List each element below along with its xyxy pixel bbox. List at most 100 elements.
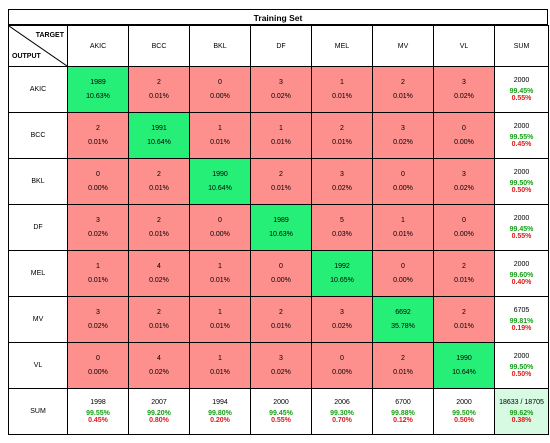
- off-diagonal-cell: 1 0.01%: [372, 204, 434, 251]
- column-sum-cell: 1994 99.80% 0.20%: [189, 388, 251, 435]
- off-diagonal-cell: 4 0.02%: [128, 342, 190, 389]
- sum-column-header: SUM: [494, 25, 549, 67]
- off-diagonal-cell: 2 0.01%: [311, 112, 373, 159]
- cell-percent: 0.01%: [393, 369, 413, 376]
- cell-percent: 0.00%: [454, 139, 474, 146]
- off-diagonal-cell: 2 0.01%: [250, 296, 312, 343]
- diagonal-cell: 1990 10.64%: [189, 158, 251, 205]
- off-diagonal-cell: 0 0.00%: [372, 158, 434, 205]
- row-sum-cell: 2000 99.60% 0.40%: [494, 250, 549, 297]
- cell-percent: 10.64%: [208, 185, 232, 192]
- row-header: MEL: [8, 250, 68, 297]
- row-sum-error: 0.19%: [511, 325, 532, 332]
- row-sum-cell: 6705 99.81% 0.19%: [494, 296, 549, 343]
- cell-count: 0: [218, 217, 222, 224]
- row-sum-error: 0.55%: [511, 233, 532, 240]
- off-diagonal-cell: 0 0.00%: [67, 342, 129, 389]
- cell-count: 0: [218, 79, 222, 86]
- off-diagonal-cell: 1 0.01%: [189, 250, 251, 297]
- off-diagonal-cell: 0 0.00%: [311, 342, 373, 389]
- cell-percent: 0.00%: [210, 231, 230, 238]
- off-diagonal-cell: 1 0.01%: [189, 296, 251, 343]
- column-sum-cell: 2007 99.20% 0.80%: [128, 388, 190, 435]
- cell-count: 0: [401, 263, 405, 270]
- column-sum-correct: 99.88%: [391, 410, 415, 417]
- row-header: MV: [8, 296, 68, 343]
- cell-count: 2: [340, 125, 344, 132]
- cell-percent: 0.00%: [332, 369, 352, 376]
- off-diagonal-cell: 2 0.01%: [433, 250, 495, 297]
- diagonal-cell: 1990 10.64%: [433, 342, 495, 389]
- row-sum-error: 0.50%: [511, 187, 532, 194]
- cell-count: 2: [157, 79, 161, 86]
- cell-percent: 0.02%: [271, 369, 291, 376]
- row-sum-correct: 99.45%: [509, 226, 534, 233]
- matrix-row: DF 3 0.02% 2 0.01% 0 0.00% 1989 10.63% 5 0.03% 1 0.0…: [8, 204, 549, 251]
- cell-percent: 0.01%: [271, 139, 291, 146]
- off-diagonal-cell: 2 0.01%: [128, 296, 190, 343]
- off-diagonal-cell: 0 0.00%: [250, 250, 312, 297]
- column-sum-cell: 2000 99.45% 0.55%: [250, 388, 312, 435]
- row-sum-correct: 99.55%: [509, 134, 534, 141]
- row-sum-cell: 2000 99.55% 0.45%: [494, 112, 549, 159]
- cell-percent: 0.00%: [393, 185, 413, 192]
- cell-percent: 0.01%: [210, 139, 230, 146]
- off-diagonal-cell: 4 0.02%: [128, 250, 190, 297]
- off-diagonal-cell: 2 0.01%: [250, 158, 312, 205]
- column-sum-cell: 2000 99.50% 0.50%: [433, 388, 495, 435]
- cell-percent: 0.02%: [393, 139, 413, 146]
- cell-count: 2: [462, 309, 466, 316]
- cell-percent: 0.02%: [88, 323, 108, 330]
- matrix-row: BCC 2 0.01% 1991 10.64% 1 0.01% 1 0.01% 2 0.01% 3 0.…: [8, 112, 549, 159]
- cell-percent: 0.01%: [149, 93, 169, 100]
- row-sum-total: 2000: [513, 215, 530, 222]
- corner-diagonal-line: [9, 26, 67, 66]
- cell-count: 1: [279, 125, 283, 132]
- off-diagonal-cell: 2 0.01%: [128, 158, 190, 205]
- cell-count: 3: [401, 125, 405, 132]
- column-sum-correct: 99.20%: [147, 410, 171, 417]
- cell-percent: 0.01%: [393, 231, 413, 238]
- cell-percent: 0.00%: [210, 93, 230, 100]
- cell-percent: 0.01%: [454, 323, 474, 330]
- cell-count: 1990: [456, 355, 472, 362]
- column-sum-error: 0.50%: [454, 417, 474, 424]
- cell-percent: 0.01%: [271, 323, 291, 330]
- cell-count: 2: [401, 79, 405, 86]
- cell-count: 2: [96, 125, 100, 132]
- row-sum-cell: 2000 99.50% 0.50%: [494, 158, 549, 205]
- column-sum-error: 0.20%: [210, 417, 230, 424]
- off-diagonal-cell: 1 0.01%: [311, 66, 373, 113]
- cell-percent: 0.02%: [332, 323, 352, 330]
- row-header: BKL: [8, 158, 68, 205]
- row-sum-error: 0.45%: [511, 141, 532, 148]
- off-diagonal-cell: 3 0.02%: [372, 112, 434, 159]
- cell-percent: 10.65%: [330, 277, 354, 284]
- row-sum-correct: 99.60%: [509, 272, 534, 279]
- row-sum-error: 0.50%: [511, 371, 532, 378]
- column-sum-error: 0.45%: [88, 417, 108, 424]
- cell-percent: 0.01%: [88, 277, 108, 284]
- cell-percent: 0.01%: [332, 93, 352, 100]
- cell-count: 2: [157, 309, 161, 316]
- cell-percent: 0.01%: [332, 139, 352, 146]
- diagonal-cell: 1989 10.63%: [250, 204, 312, 251]
- sum-row: SUM 1998 99.55% 0.45% 2007 99.20% 0.80% 1994 99.…: [8, 388, 549, 435]
- off-diagonal-cell: 1 0.01%: [250, 112, 312, 159]
- column-sum-correct: 99.45%: [269, 410, 293, 417]
- cell-count: 1990: [212, 171, 228, 178]
- cell-percent: 10.64%: [147, 139, 171, 146]
- cell-count: 1991: [151, 125, 167, 132]
- column-sum-total: 1998: [90, 399, 106, 406]
- column-header: VL: [433, 25, 495, 67]
- cell-count: 1: [96, 263, 100, 270]
- matrix-row: AKIC 1989 10.63% 2 0.01% 0 0.00% 3 0.02% 1 0.01% 2 0…: [8, 66, 549, 113]
- off-diagonal-cell: 5 0.03%: [311, 204, 373, 251]
- column-sum-cell: 2006 99.30% 0.70%: [311, 388, 373, 435]
- corner-cell: TARGET OUTPUT: [8, 25, 68, 67]
- cell-percent: 0.02%: [332, 185, 352, 192]
- column-sum-correct: 99.80%: [208, 410, 232, 417]
- overall-error: 0.38%: [511, 417, 532, 424]
- cell-count: 0: [401, 171, 405, 178]
- off-diagonal-cell: 0 0.00%: [189, 204, 251, 251]
